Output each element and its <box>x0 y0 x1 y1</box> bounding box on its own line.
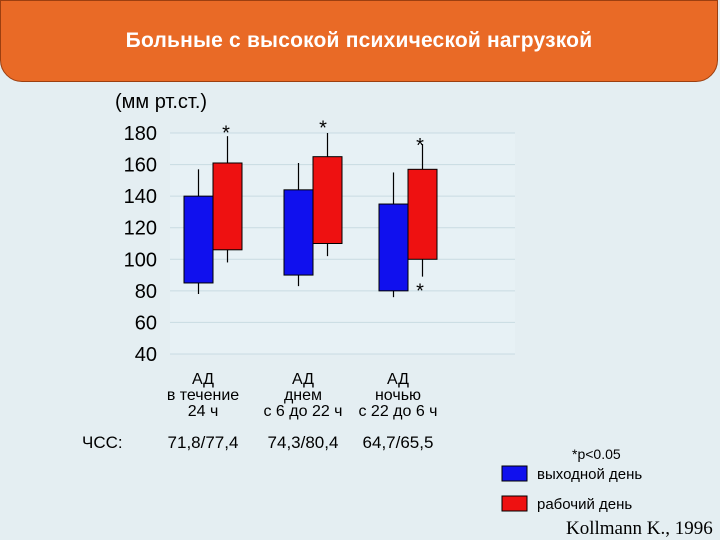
legend-label: рабочий день <box>537 496 632 513</box>
legend-swatch <box>501 495 528 512</box>
category-label: днем <box>284 387 322 404</box>
heart-rate-label: ЧСС: <box>82 433 123 452</box>
candle-box <box>212 162 243 251</box>
y-tick-label: 140 <box>124 186 157 208</box>
y-tick-label: 160 <box>124 155 157 177</box>
candle-box <box>312 156 343 244</box>
category-label: с 22 до 6 ч <box>358 403 437 420</box>
category-label: ночью <box>375 387 421 404</box>
category-label: АД <box>192 371 214 388</box>
heart-rate-value: 71,8/77,4 <box>168 433 239 452</box>
y-tick-label: 80 <box>135 281 157 303</box>
legend-label: выходной день <box>537 466 642 483</box>
significance-star: * <box>416 280 424 302</box>
heart-rate-value: 74,3/80,4 <box>268 433 339 452</box>
significance-star: * <box>319 118 327 140</box>
y-tick-label: 180 <box>124 123 157 145</box>
legend-swatch <box>501 465 528 482</box>
y-unit-label: (мм рт.ст.) <box>115 91 207 113</box>
category-label: АД <box>292 371 314 388</box>
significance-note: *p<0.05 <box>572 446 621 462</box>
heart-rate-value: 64,7/65,5 <box>363 433 434 452</box>
category-label: АД <box>387 371 409 388</box>
y-tick-label: 60 <box>135 312 157 334</box>
slide-title: Больные с высокой психической нагрузкой <box>125 29 593 52</box>
y-tick-label: 40 <box>135 344 157 366</box>
citation: Kollmann K., 1996 <box>566 518 713 539</box>
candle-box <box>378 203 409 292</box>
candle-box <box>283 189 314 276</box>
y-tick-label: 100 <box>124 249 157 271</box>
y-tick-label: 120 <box>124 218 157 240</box>
category-label: в течение <box>167 387 239 404</box>
significance-star: * <box>222 122 230 144</box>
significance-star: * <box>416 135 424 157</box>
candle-box <box>407 168 438 260</box>
category-label: с 6 до 22 ч <box>263 403 342 420</box>
candle-box <box>183 195 214 284</box>
category-label: 24 ч <box>188 403 219 420</box>
title-bar: Больные с высокой психической нагрузкой <box>0 0 718 82</box>
